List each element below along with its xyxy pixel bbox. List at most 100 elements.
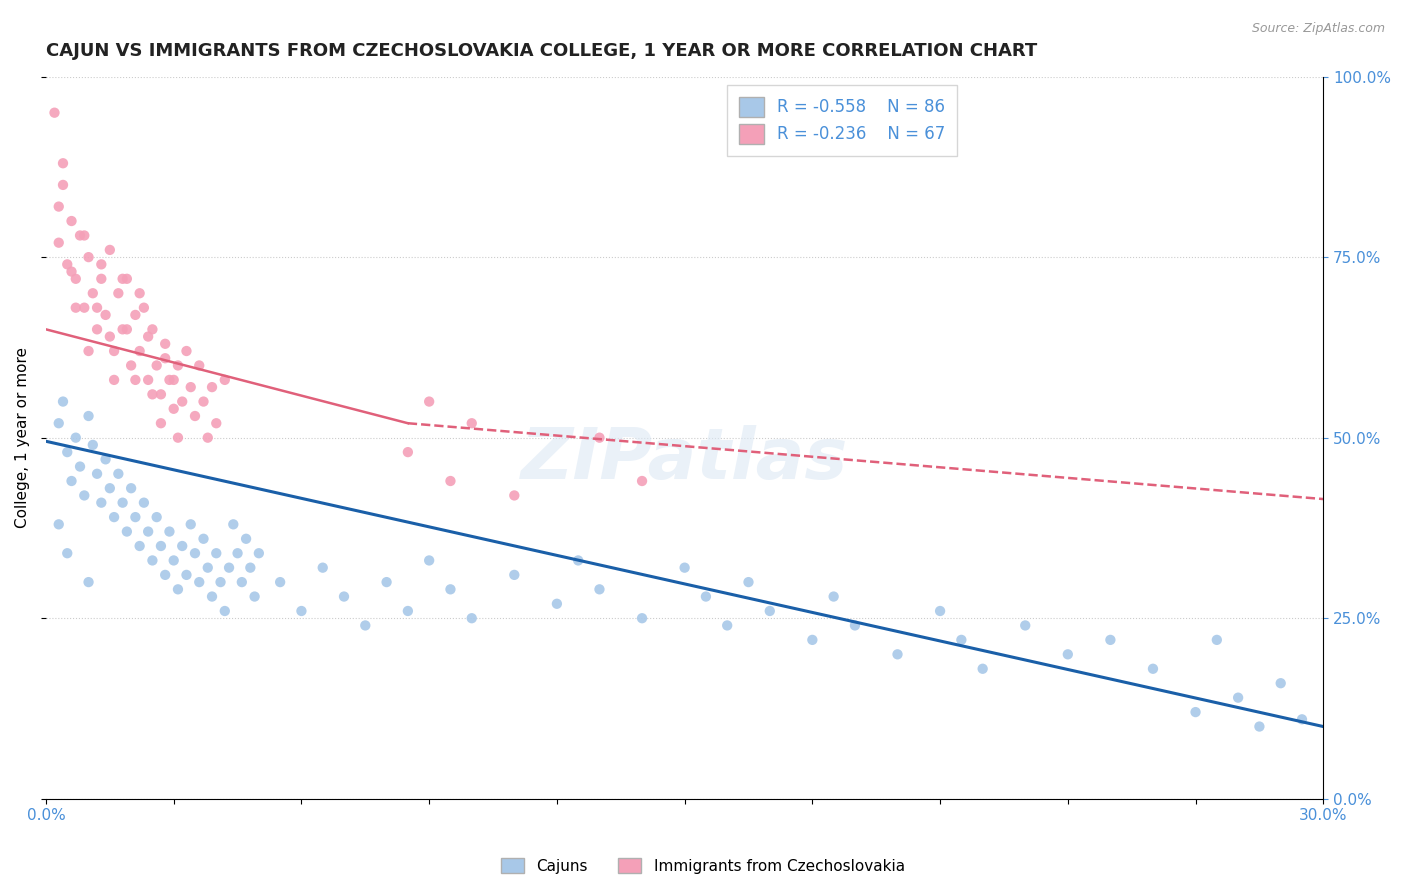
Point	[269, 575, 291, 590]
Point	[132, 301, 155, 315]
Point	[418, 553, 440, 567]
Point	[290, 604, 312, 618]
Point	[673, 560, 696, 574]
Point	[149, 539, 172, 553]
Point	[209, 575, 232, 590]
Point	[172, 539, 194, 553]
Point	[1056, 648, 1078, 662]
Point	[44, 105, 66, 120]
Point	[222, 517, 245, 532]
Point	[163, 373, 186, 387]
Point	[396, 604, 419, 618]
Point	[90, 272, 112, 286]
Point	[111, 496, 134, 510]
Point	[52, 394, 75, 409]
Point	[111, 272, 134, 286]
Point	[972, 662, 994, 676]
Point	[65, 272, 87, 286]
Text: ZIPatlas: ZIPatlas	[522, 425, 848, 494]
Point	[90, 257, 112, 271]
Point	[176, 344, 198, 359]
Point	[111, 322, 134, 336]
Point	[226, 546, 249, 560]
Point	[1184, 705, 1206, 719]
Y-axis label: College, 1 year or more: College, 1 year or more	[15, 347, 30, 528]
Point	[115, 524, 138, 539]
Point	[737, 575, 759, 590]
Point	[48, 416, 70, 430]
Point	[439, 582, 461, 597]
Point	[503, 567, 526, 582]
Legend: Cajuns, Immigrants from Czechoslovakia: Cajuns, Immigrants from Czechoslovakia	[495, 852, 911, 880]
Point	[201, 590, 224, 604]
Point	[120, 481, 142, 495]
Point	[48, 235, 70, 250]
Point	[844, 618, 866, 632]
Point	[461, 611, 484, 625]
Point	[124, 373, 146, 387]
Point	[103, 373, 125, 387]
Point	[103, 344, 125, 359]
Point	[214, 373, 236, 387]
Point	[167, 582, 190, 597]
Point	[631, 474, 654, 488]
Point	[167, 359, 190, 373]
Point	[159, 524, 181, 539]
Point	[439, 474, 461, 488]
Point	[716, 618, 738, 632]
Point	[758, 604, 780, 618]
Point	[52, 156, 75, 170]
Point	[77, 575, 100, 590]
Point	[247, 546, 270, 560]
Point	[588, 582, 610, 597]
Point	[567, 553, 589, 567]
Point	[56, 257, 79, 271]
Point	[73, 488, 96, 502]
Point	[205, 416, 228, 430]
Point	[193, 532, 215, 546]
Point	[86, 467, 108, 481]
Point	[197, 560, 219, 574]
Point	[128, 286, 150, 301]
Point	[1099, 632, 1122, 647]
Point	[801, 632, 824, 647]
Point	[1291, 712, 1313, 726]
Point	[218, 560, 240, 574]
Point	[333, 590, 356, 604]
Point	[172, 394, 194, 409]
Text: Source: ZipAtlas.com: Source: ZipAtlas.com	[1251, 22, 1385, 36]
Point	[60, 474, 83, 488]
Point	[60, 214, 83, 228]
Point	[141, 387, 163, 401]
Point	[107, 286, 129, 301]
Point	[136, 524, 159, 539]
Text: CAJUN VS IMMIGRANTS FROM CZECHOSLOVAKIA COLLEGE, 1 YEAR OR MORE CORRELATION CHAR: CAJUN VS IMMIGRANTS FROM CZECHOSLOVAKIA …	[46, 42, 1038, 60]
Point	[103, 510, 125, 524]
Point	[65, 301, 87, 315]
Point	[153, 567, 176, 582]
Point	[180, 517, 202, 532]
Point	[167, 431, 190, 445]
Point	[65, 431, 87, 445]
Point	[1142, 662, 1164, 676]
Point	[180, 380, 202, 394]
Point	[163, 401, 186, 416]
Point	[1270, 676, 1292, 690]
Point	[1205, 632, 1227, 647]
Point	[86, 322, 108, 336]
Point	[52, 178, 75, 192]
Point	[418, 394, 440, 409]
Point	[375, 575, 398, 590]
Point	[153, 336, 176, 351]
Point	[503, 488, 526, 502]
Point	[90, 496, 112, 510]
Point	[588, 431, 610, 445]
Point	[124, 510, 146, 524]
Point	[132, 496, 155, 510]
Point	[184, 409, 207, 423]
Point	[205, 546, 228, 560]
Point	[107, 467, 129, 481]
Point	[94, 308, 117, 322]
Point	[153, 351, 176, 366]
Point	[141, 553, 163, 567]
